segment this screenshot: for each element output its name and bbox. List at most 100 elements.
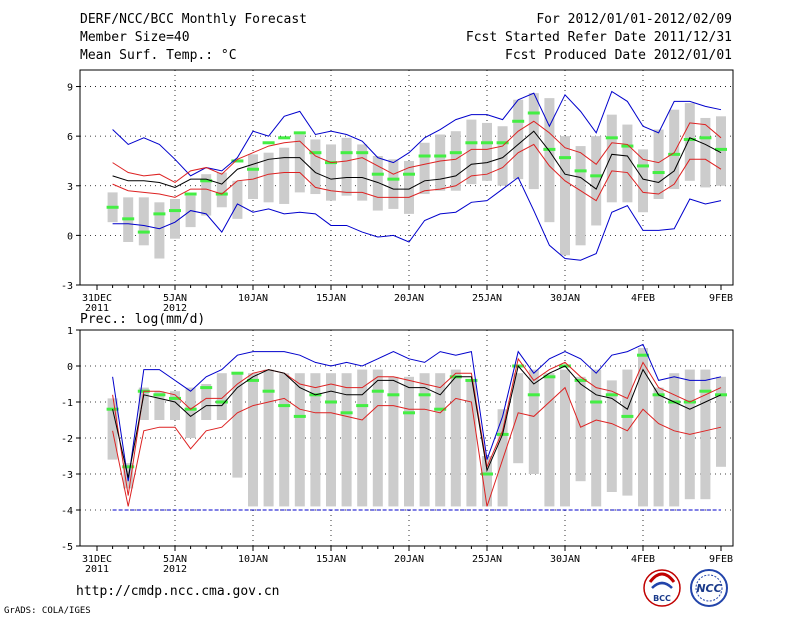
y-tick-label: -2 [61,434,73,445]
ensemble-box [341,373,352,507]
ensemble-box [388,376,399,507]
median-bar [262,389,275,393]
x-tick-label: 30JAN [550,554,580,565]
ensemble-box [450,369,461,507]
footer-url: http://cmdp.ncc.cma.gov.cn [76,584,280,599]
x-tick-label: 15JAN [316,554,346,565]
ensemble-min-line [112,176,722,261]
ensemble-box [404,160,414,214]
ensemble-box [591,369,602,507]
median-bar [449,151,462,155]
median-bar [293,414,306,418]
ensemble-box [560,136,570,256]
x-tick-label: 4FEB [631,554,655,565]
x-tick-label: 31DEC [82,293,112,304]
ensemble-box [638,149,648,213]
median-bar [153,212,166,216]
median-bar [278,404,291,408]
median-bar [231,371,244,375]
y-tick-label: 0 [67,231,73,242]
median-bar [278,136,291,140]
ensemble-box [310,373,321,507]
median-bar [512,119,525,123]
median-bar [387,393,400,397]
ncc-logo-text: NCC [696,582,721,595]
ensemble-mean-line [112,130,722,190]
median-bar [200,179,213,183]
ensemble-box [107,398,118,460]
ensemble-box [466,380,477,507]
median-bar [293,131,306,135]
ensemble-box [263,369,274,507]
median-bar [574,378,587,382]
x-tick-year: 2012 [163,303,187,314]
median-bar [403,172,415,176]
ensemble-box [528,369,539,474]
lower-band-line [112,143,722,202]
ensemble-box [185,387,196,438]
x-tick-label: 10JAN [238,293,268,304]
y-tick-label: 0 [67,362,73,373]
top-variable-label: Mean Surf. Temp.: °C [80,48,237,63]
x-tick-label: 9FEB [709,293,733,304]
ensemble-box [232,373,243,478]
y-tick-label: 3 [67,182,73,193]
ensemble-box [201,174,212,216]
median-bar [699,136,712,140]
ensemble-box [622,369,633,496]
median-bar [340,151,353,155]
ensemble-box [669,373,680,507]
median-bar [559,156,571,160]
x-tick-year: 2011 [85,303,109,314]
median-bar [122,465,135,469]
median-bar [371,389,384,393]
median-bar [605,393,618,397]
ensemble-box [575,146,586,246]
x-tick-label: 20JAN [394,293,424,304]
ensemble-box [638,348,648,507]
y-tick-label: -4 [61,506,73,517]
median-bar [309,151,322,155]
ensemble-box [357,369,368,507]
x-tick-label: 5JAN [163,554,187,565]
ensemble-box [513,99,524,180]
y-tick-label: 6 [67,132,73,143]
y-tick-label: -3 [61,470,73,481]
ensemble-max-line [112,343,722,482]
chart-title: DERF/NCC/BCC Monthly Forecast [80,12,307,27]
ensemble-box [201,384,212,420]
ensemble-box [544,98,555,223]
ensemble-box [138,197,149,246]
ensemble-box [716,376,726,467]
y-tick-label: 9 [67,83,73,94]
ensemble-box [170,391,180,420]
median-bar [356,404,369,408]
median-bar [356,151,369,155]
median-bar [231,159,244,163]
ensemble-box [497,409,508,507]
median-bar [543,375,556,379]
median-bar [215,400,228,404]
ensemble-box [326,373,336,507]
ensemble-box [560,369,570,507]
ensemble-box [294,373,305,507]
ensemble-box [326,144,336,201]
x-tick-label: 5JAN [163,293,187,304]
median-bar [200,386,213,390]
ensemble-box [700,117,711,188]
ensemble-box [622,124,633,203]
ensemble-box [216,373,227,420]
median-bar [699,389,712,393]
ensemble-box [248,154,258,199]
upper-band-line [112,357,722,496]
median-bar [465,378,478,382]
ensemble-box [341,137,352,196]
plot-frame [79,69,734,286]
ensemble-mean-line [112,364,722,478]
ensemble-box [435,134,446,191]
median-bar [543,147,556,151]
ensemble-box [404,376,414,507]
median-bar [262,141,275,145]
